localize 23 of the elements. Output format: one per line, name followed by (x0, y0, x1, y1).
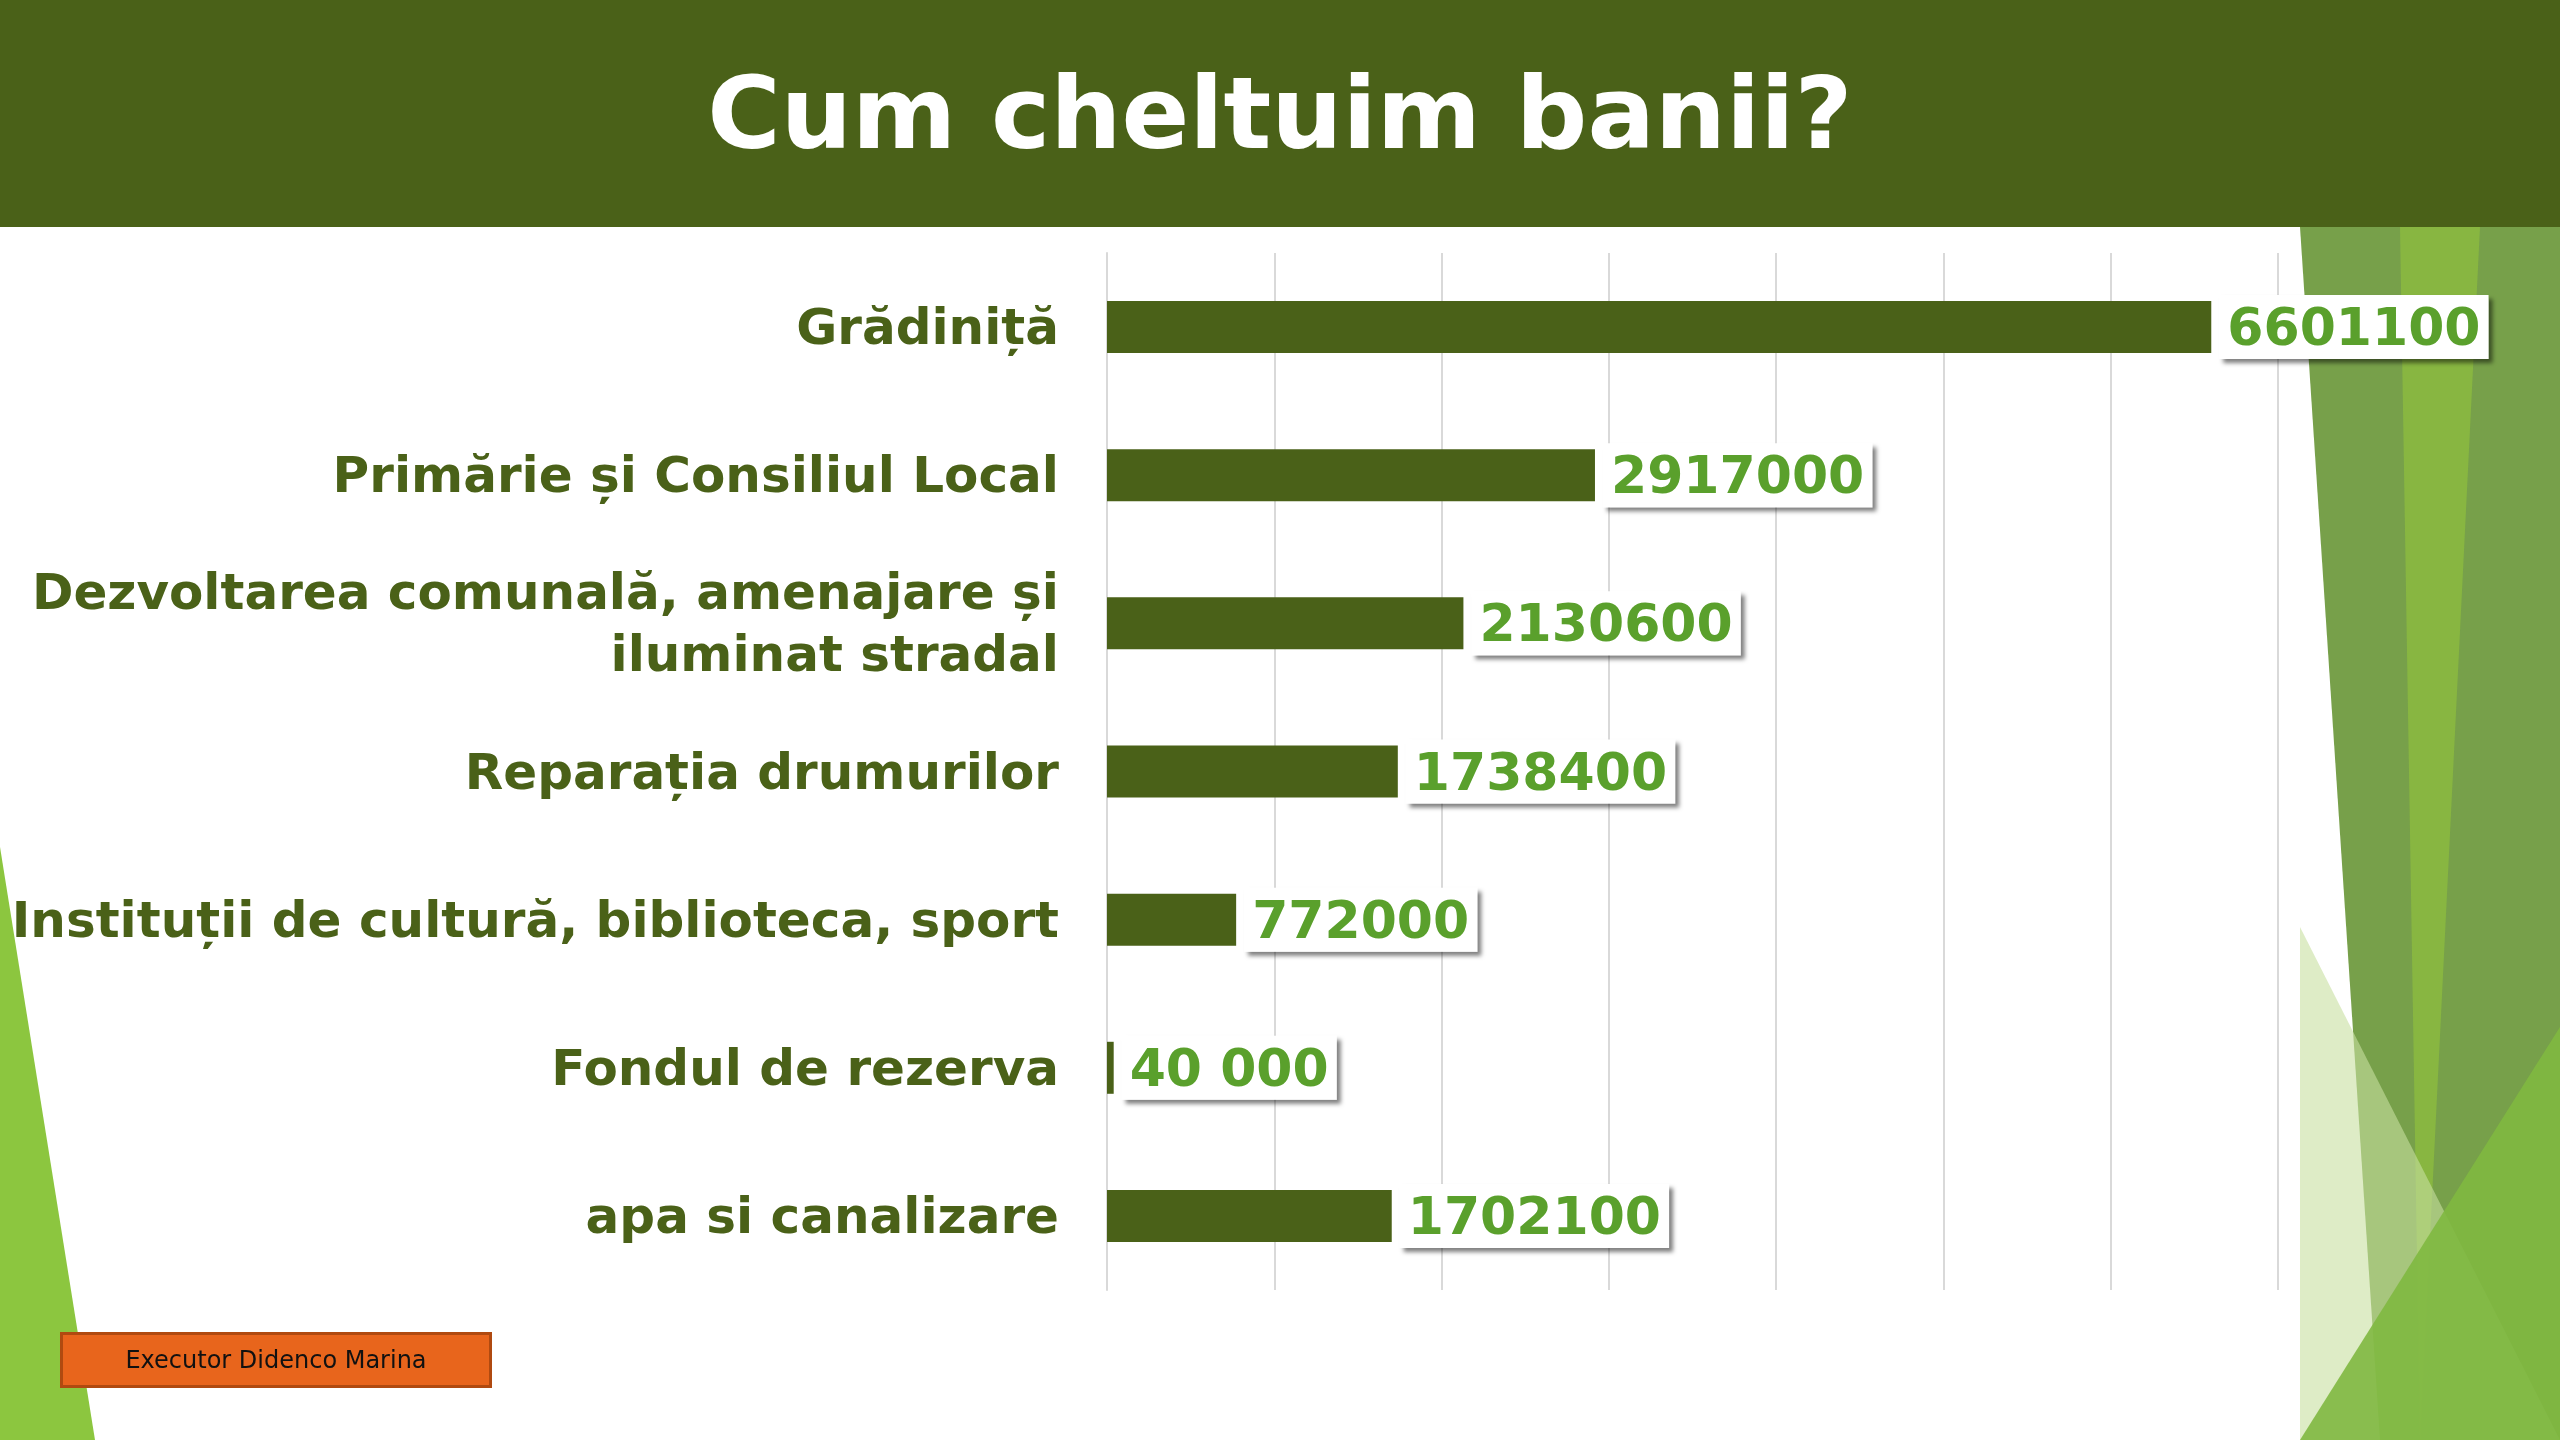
y-tick-label: Dezvoltarea comunală, amenajare și iluminat stradal (31, 563, 1059, 684)
bar (1107, 745, 1398, 798)
bar (1107, 1041, 1114, 1094)
text: Executor Didenco Marina (60, 1332, 492, 1388)
chart-title: Cum cheltuim banii? (0, 0, 2560, 227)
data-label: 2917000 (1610, 445, 1865, 506)
y-tick-label: Reparația drumurilor (464, 742, 1060, 801)
bar (1107, 597, 1464, 650)
y-tick-label: apa si canalizare (585, 1186, 1059, 1245)
data-label: 2130600 (1479, 593, 1733, 654)
bar (1107, 1189, 1392, 1242)
data-label: 1702100 (1407, 1185, 1662, 1246)
y-tick-label: Grădiniță (796, 298, 1059, 357)
bar (1107, 301, 2212, 354)
data-label: 40 000 (1129, 1037, 1329, 1098)
data-label: 772000 (1252, 889, 1470, 950)
data-label: 1738400 (1413, 741, 1668, 802)
bar (1107, 893, 1237, 946)
data-label: 6601100 (2227, 297, 2481, 358)
y-tick-label: Instituții de cultură, biblioteca, sport (11, 890, 1059, 949)
y-tick-label: Fondul de rezerva (551, 1038, 1059, 1097)
bar (1107, 449, 1595, 502)
y-tick-label: Primărie și Consiliul Local (332, 446, 1059, 505)
